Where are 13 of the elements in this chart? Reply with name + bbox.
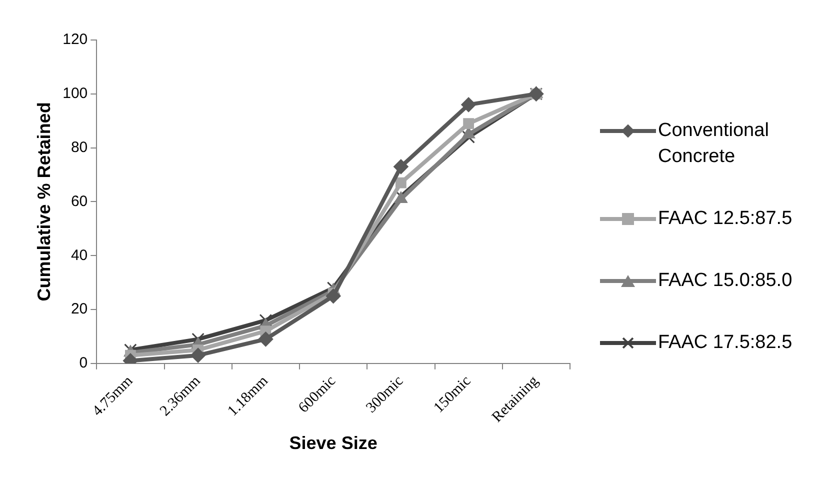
y-tick-label: 80 (70, 138, 88, 156)
y-tick-label: 20 (70, 300, 88, 318)
y-tick-label: 100 (62, 85, 88, 102)
y-axis-title: Cumulative % Retained (34, 102, 54, 302)
y-tick-label: 40 (70, 246, 88, 264)
x-axis-title: Sieve Size (289, 433, 378, 454)
y-tick-label: 120 (62, 31, 88, 48)
legend-label: Conventional Concrete (658, 119, 770, 169)
legend-label: FAAC 17.5:82.5 (658, 331, 792, 355)
y-tick-label: 60 (70, 192, 88, 210)
y-tick-label: 0 (79, 354, 88, 372)
legend-label: FAAC 12.5:87.5 (658, 207, 792, 231)
legend-label: FAAC 15.0:85.0 (658, 269, 792, 293)
